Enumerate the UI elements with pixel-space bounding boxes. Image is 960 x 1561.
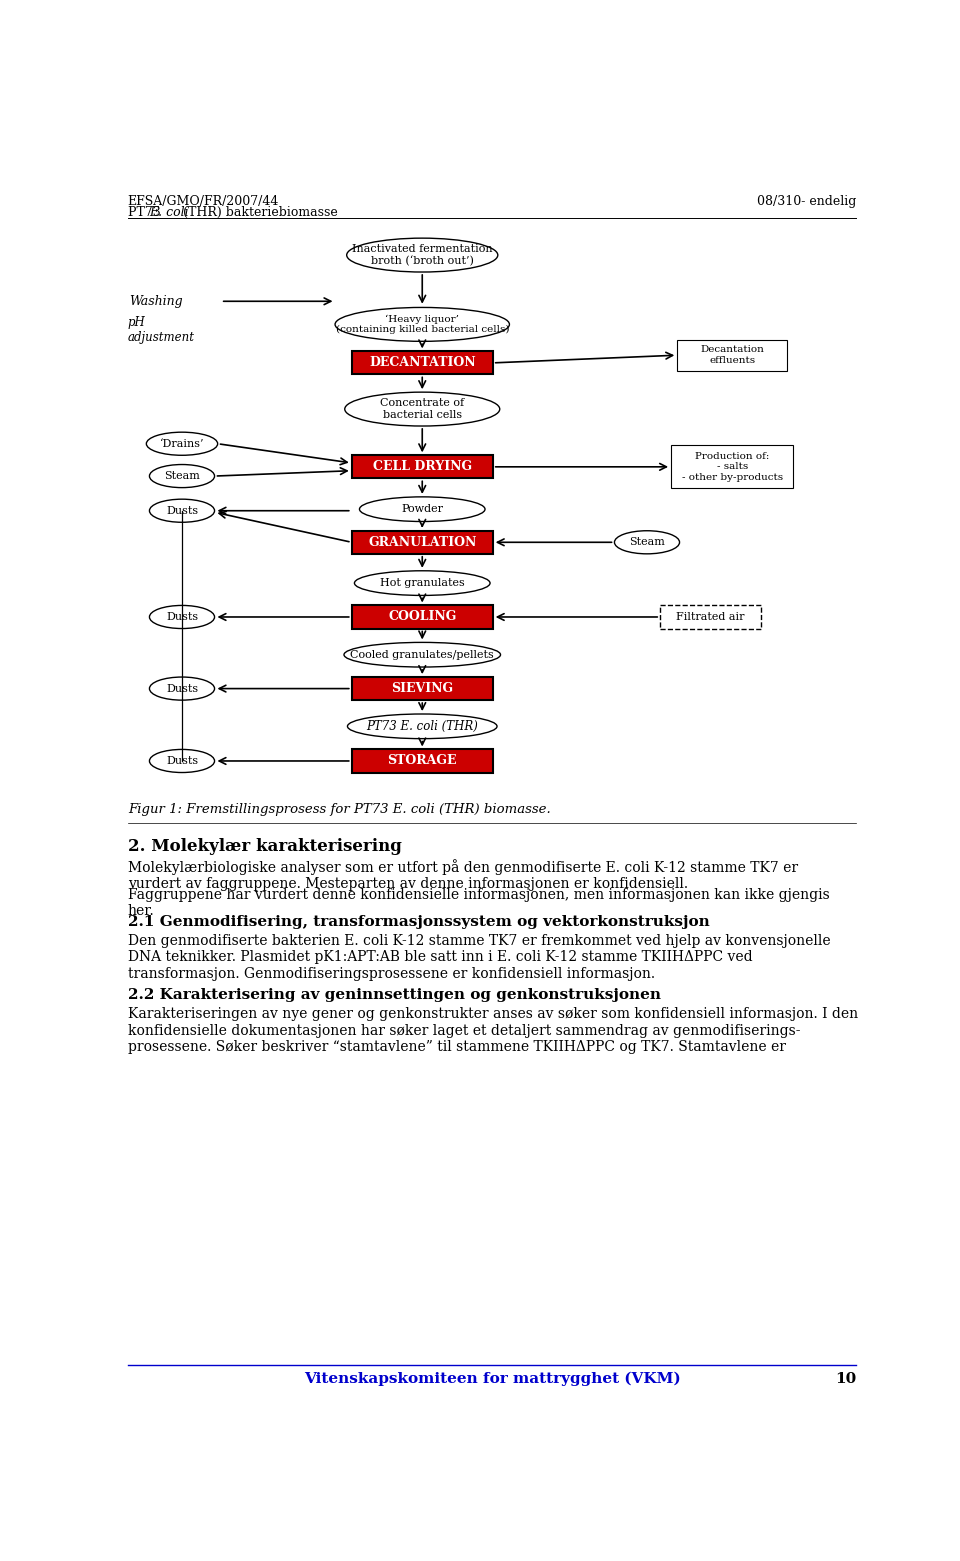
- Text: Molekylærbiologiske analyser som er utfort på den genmodifiserte E. coli K-12 st: Molekylærbiologiske analyser som er utfo…: [128, 859, 798, 891]
- Text: Powder: Powder: [401, 504, 444, 514]
- Text: Decantation
effluents: Decantation effluents: [700, 345, 764, 365]
- Text: Dusts: Dusts: [166, 506, 198, 515]
- Text: ‘Drains’: ‘Drains’: [159, 439, 204, 448]
- Text: Faggruppene har vurdert denne konfidensielle informasjonen, men informasjonen ka: Faggruppene har vurdert denne konfidensi…: [128, 888, 829, 918]
- Text: Steam: Steam: [629, 537, 665, 548]
- Text: 2.1 Genmodifisering, transformasjonssystem og vektorkonstruksjon: 2.1 Genmodifisering, transformasjonssyst…: [128, 915, 709, 929]
- Text: COOLING: COOLING: [388, 610, 456, 623]
- Text: Dusts: Dusts: [166, 756, 198, 766]
- Text: Washing: Washing: [130, 295, 183, 308]
- Text: GRANULATION: GRANULATION: [368, 535, 476, 549]
- Bar: [671, 445, 794, 489]
- Text: STORAGE: STORAGE: [388, 754, 457, 768]
- Text: PT73: PT73: [128, 206, 164, 219]
- Text: Dusts: Dusts: [166, 684, 198, 693]
- Text: CELL DRYING: CELL DRYING: [372, 460, 471, 473]
- Text: (THR) bakteriebiomasse: (THR) bakteriebiomasse: [179, 206, 338, 219]
- Text: DECANTATION: DECANTATION: [369, 356, 475, 370]
- Bar: [351, 606, 492, 629]
- Text: Inactivated fermentation
broth (‘broth out’): Inactivated fermentation broth (‘broth o…: [352, 244, 492, 267]
- Bar: [351, 749, 492, 773]
- Text: ‘Heavy liquor’
(containing killed bacterial cells): ‘Heavy liquor’ (containing killed bacter…: [335, 314, 509, 334]
- Text: 08/310- endelig: 08/310- endelig: [756, 195, 856, 208]
- Text: SIEVING: SIEVING: [391, 682, 453, 695]
- Text: Karakteriseringen av nye gener og genkonstrukter anses av søker som konfidensiel: Karakteriseringen av nye gener og genkon…: [128, 1007, 858, 1054]
- Text: PT73 E. coli (THR): PT73 E. coli (THR): [367, 720, 478, 732]
- Text: Dusts: Dusts: [166, 612, 198, 621]
- Bar: [660, 606, 761, 629]
- Text: 2. Molekylær karakterisering: 2. Molekylær karakterisering: [128, 838, 401, 855]
- Text: 2.2 Karakterisering av geninnsettingen og genkonstruksjonen: 2.2 Karakterisering av geninnsettingen o…: [128, 988, 660, 1002]
- Bar: [351, 351, 492, 375]
- Text: Den genmodifiserte bakterien E. coli K-12 stamme TK7 er fremkommet ved hjelp av : Den genmodifiserte bakterien E. coli K-1…: [128, 933, 830, 980]
- Text: EFSA/GMO/FR/2007/44: EFSA/GMO/FR/2007/44: [128, 195, 279, 208]
- Text: Vitenskapskomiteen for mattrygghet (VKM): Vitenskapskomiteen for mattrygghet (VKM): [303, 1372, 681, 1386]
- Text: Hot granulates: Hot granulates: [380, 578, 465, 588]
- Text: E. coli: E. coli: [150, 206, 189, 219]
- Text: Cooled granulates/pellets: Cooled granulates/pellets: [350, 649, 494, 660]
- Text: Concentrate of
bacterial cells: Concentrate of bacterial cells: [380, 398, 465, 420]
- Text: 10: 10: [835, 1372, 856, 1386]
- Text: Figur 1: Fremstillingsprosess for PT73 E. coli (THR) biomasse.: Figur 1: Fremstillingsprosess for PT73 E…: [128, 804, 550, 816]
- Text: Production of:
- salts
- other by-products: Production of: - salts - other by-produc…: [682, 453, 782, 482]
- Bar: [677, 340, 787, 370]
- Bar: [351, 456, 492, 478]
- Bar: [351, 531, 492, 554]
- Text: Steam: Steam: [164, 471, 200, 481]
- Text: Filtrated air: Filtrated air: [676, 612, 745, 621]
- Bar: [351, 677, 492, 701]
- Text: pH
adjustment: pH adjustment: [128, 315, 195, 343]
